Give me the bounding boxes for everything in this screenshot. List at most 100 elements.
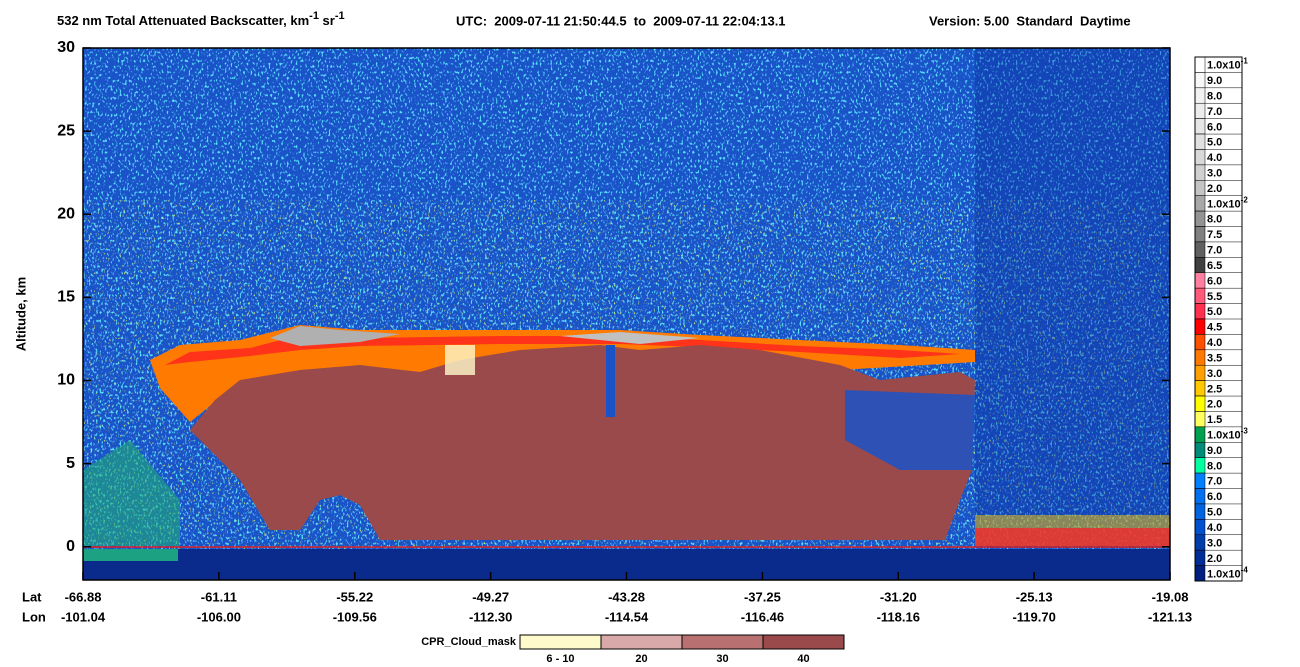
cpr-legend-swatch: [600, 634, 683, 650]
colorbar-cell: [1194, 534, 1206, 551]
colorbar-label: 1.0x10-1: [1207, 57, 1248, 72]
colorbar-cell: [1194, 56, 1206, 73]
colorbar-label: 4.0: [1207, 337, 1222, 349]
colorbar-label: 1.0x10-4: [1207, 565, 1248, 580]
y-tick-label: 5: [66, 455, 75, 472]
lat-tick-label: -37.25: [744, 589, 781, 604]
lon-tick-label: -118.16: [877, 609, 920, 624]
y-tick-label: 20: [57, 205, 75, 222]
colorbar-label: 3.5: [1207, 352, 1222, 364]
colorbar-frame: [1194, 56, 1243, 582]
y-tick-label: 25: [57, 122, 75, 139]
lon-tick-label: -119.70: [1012, 609, 1055, 624]
cloud-top: [165, 335, 960, 365]
curtain: [83, 48, 1170, 580]
y-tick-label: 15: [57, 289, 75, 306]
colorbar-cell: [1194, 472, 1206, 489]
colorbar-cell: [1194, 149, 1206, 166]
colorbar-label: 2.5: [1207, 383, 1222, 395]
cpr-cloud: [190, 345, 975, 540]
lon-tick-label: -112.30: [469, 609, 512, 624]
colorbar-label: 2.0: [1207, 553, 1222, 565]
colorbar-label-exp: -3: [1241, 427, 1249, 436]
colorbar-cell: [1194, 503, 1206, 520]
colorbar-cell: [1194, 72, 1206, 89]
colorbar-label: 5.0: [1207, 306, 1222, 318]
colorbar-cell: [1194, 519, 1206, 536]
title-mid: sr: [319, 13, 335, 28]
colorbar-label: 3.0: [1207, 368, 1222, 380]
cloud-top: [445, 345, 475, 375]
colorbar-label: 5.0: [1207, 137, 1222, 149]
lat-tick-label: -49.27: [472, 589, 509, 604]
colorbar-cell: [1194, 287, 1206, 304]
colorbar-label-base: 1.0x10: [1207, 568, 1241, 580]
colorbar-cell: [1194, 442, 1206, 458]
colorbar-label: 1.0x10-2: [1207, 196, 1248, 211]
colorbar-cell: [1194, 364, 1206, 381]
colorbar-cell: [1194, 118, 1206, 135]
colorbar-label-base: 1.0x10: [1207, 60, 1241, 72]
colorbar-label: 5.5: [1207, 291, 1222, 303]
colorbar-label: 3.0: [1207, 167, 1222, 179]
colorbar-cell: [1194, 210, 1206, 227]
colorbar-label-base: 1.0x10: [1207, 429, 1241, 441]
gap: [845, 390, 975, 470]
lon-tick-label: -106.00: [197, 609, 241, 624]
colorbar-label: 4.0: [1207, 152, 1222, 164]
colorbar-cell: [1194, 164, 1206, 181]
colorbar-label-base: 1.0x10: [1207, 198, 1241, 210]
colorbar-label: 1.0x10-3: [1207, 427, 1248, 442]
colorbar-label: 6.0: [1207, 491, 1222, 503]
colorbar-label: 8.0: [1207, 460, 1222, 472]
cpr-legend-swatch: [519, 634, 602, 650]
lon-tick-label: -121.13: [1148, 609, 1192, 624]
colorbar-cell: [1194, 180, 1206, 196]
colorbar-label: 7.0: [1207, 245, 1222, 257]
colorbar-cell: [1194, 226, 1206, 243]
y-tick-label: 30: [57, 39, 75, 56]
cpr-legend-swatch: [762, 634, 845, 650]
colorbar-cell: [1194, 272, 1206, 289]
colorbar-label: 1.5: [1207, 414, 1222, 426]
cpr-legend-label: 6 - 10: [546, 653, 574, 665]
colorbar-cell: [1194, 241, 1206, 258]
title-main: 532 nm Total Attenuated Backscatter, km: [57, 13, 309, 28]
lon-label: Lon: [22, 609, 46, 624]
colorbar-cell: [1194, 457, 1206, 474]
cloud-top: [560, 332, 700, 344]
lon-tick-label: -109.56: [333, 609, 377, 624]
title-sup: -1: [335, 10, 345, 22]
colorbar-cell: [1194, 87, 1206, 104]
colorbar-label: 7.0: [1207, 476, 1222, 488]
lon-tick-label: -114.54: [605, 609, 649, 624]
y-tick-label: 10: [57, 372, 75, 389]
lat-tick-label: -61.11: [201, 589, 237, 604]
shade: [975, 48, 1170, 548]
lat-tick-label: -19.08: [1152, 589, 1189, 604]
colorbar-label: 2.0: [1207, 183, 1222, 195]
colorbar-cell: [1194, 334, 1206, 351]
y-axis-label: Altitude, km: [13, 277, 28, 351]
colorbar-cell: [1194, 102, 1206, 119]
colorbar-cell: [1194, 349, 1206, 366]
colorbar-cell: [1194, 318, 1206, 335]
colorbar-label: 7.0: [1207, 106, 1222, 118]
colorbar-label: 7.5: [1207, 229, 1222, 241]
colorbar-label: 4.5: [1207, 322, 1222, 334]
colorbar-label: 6.0: [1207, 275, 1222, 287]
colorbar-cell: [1194, 380, 1206, 397]
colorbar-cell: [1194, 395, 1206, 412]
y-tick-label: 0: [66, 538, 75, 555]
colorbar-cell: [1194, 426, 1206, 443]
colorbar-cell: [1194, 411, 1206, 428]
colorbar-cell: [1194, 303, 1206, 320]
subsurface: [83, 549, 178, 561]
colorbar-label: 9.0: [1207, 75, 1222, 87]
colorbar-label-exp: -1: [1241, 57, 1249, 66]
colorbar-cell: [1194, 549, 1206, 566]
colorbar-label: 8.0: [1207, 214, 1222, 226]
colorbar-label: 4.0: [1207, 522, 1222, 534]
colorbar-label: 5.0: [1207, 507, 1222, 519]
